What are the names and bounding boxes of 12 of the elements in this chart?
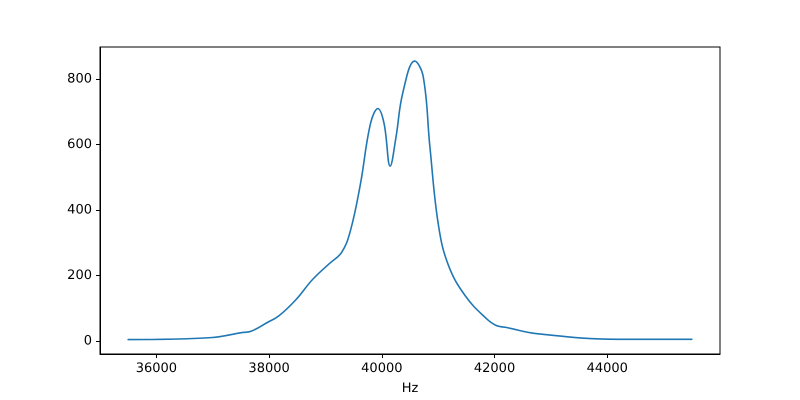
y-tick-label: 400 (67, 202, 92, 218)
y-tick-label: 600 (67, 137, 92, 152)
x-tick-label: 38000 (248, 361, 290, 376)
x-tick-label: 42000 (474, 361, 516, 376)
y-tick-label: 0 (84, 333, 92, 348)
x-axis-title: Hz (402, 381, 418, 396)
y-tick-label: 200 (67, 268, 92, 283)
line-series (127, 60, 693, 340)
y-tick-label: 800 (67, 72, 92, 87)
x-tick-label: 36000 (136, 361, 178, 376)
x-tick-label: 44000 (586, 361, 628, 376)
x-tick-label: 40000 (361, 361, 402, 376)
